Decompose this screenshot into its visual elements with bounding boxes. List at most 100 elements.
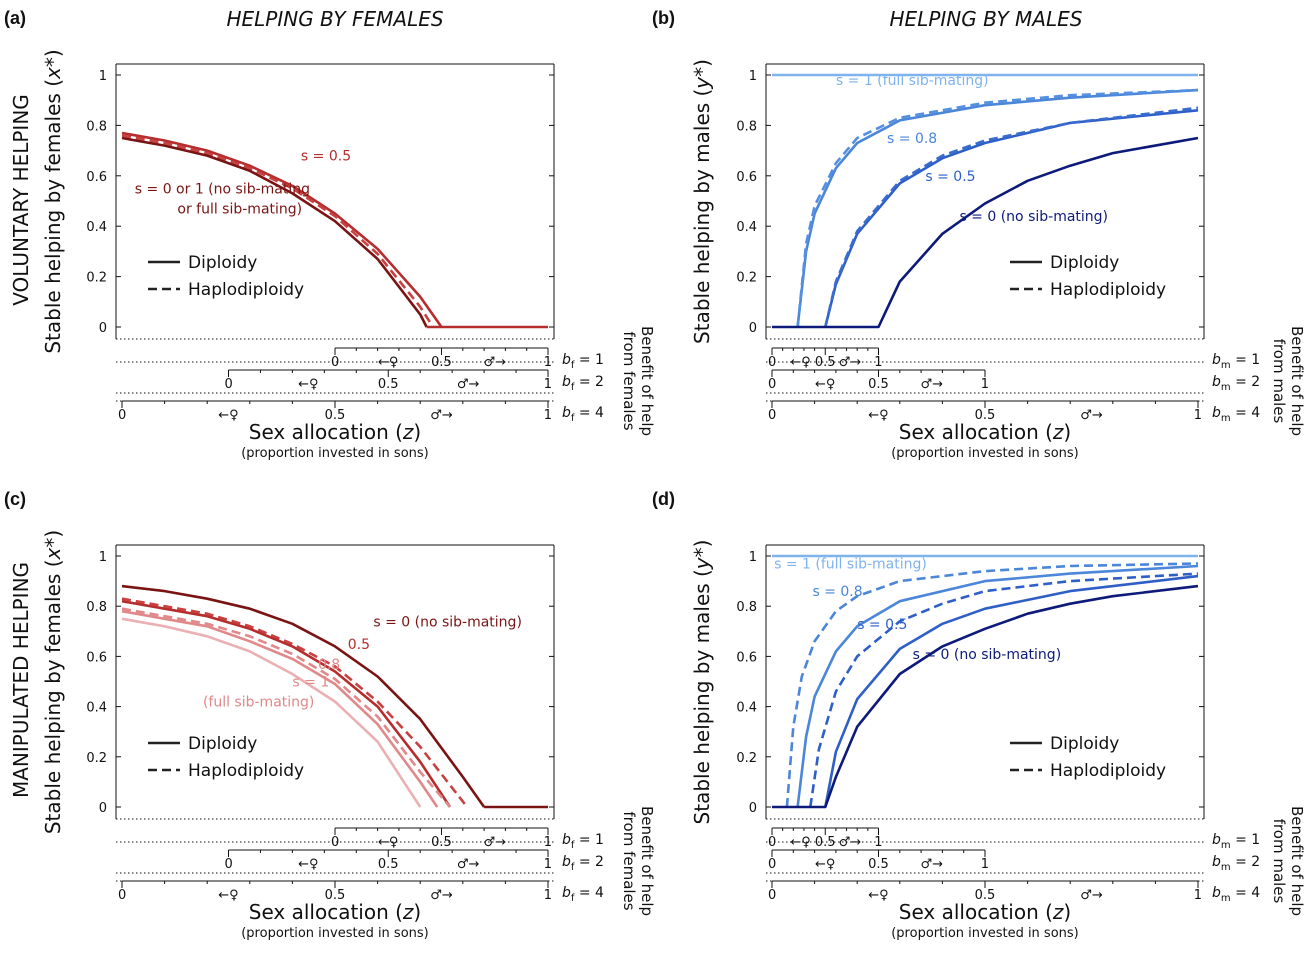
- benefit-tick-label: 1: [544, 888, 552, 903]
- male-arrow: ♂→: [839, 835, 862, 850]
- legend-dashed-label: Haplodiploidy: [1050, 280, 1166, 300]
- series-line-0: [121, 584, 486, 808]
- y-axis-label-main: Stable helping by males (: [690, 89, 714, 344]
- series-annotation: s = 0 or 1 (no sib-mating: [135, 181, 310, 197]
- series-annotation: (full sib-mating): [203, 695, 314, 711]
- y-axis-label-main: Stable helping by females (: [41, 560, 65, 835]
- x-axis-label: Sex allocation (z): [249, 900, 421, 924]
- benefit-tick-label: 0.5: [815, 355, 836, 370]
- benefit-tick-label: 0: [118, 408, 126, 423]
- y-axis-label-var: x*: [41, 57, 65, 80]
- benefit-b-value: = 1: [574, 832, 604, 848]
- y-tick-label: 0: [99, 801, 107, 816]
- y-axis-label: Stable helping by males (y*): [690, 540, 714, 825]
- male-arrow: ♂→: [920, 857, 943, 872]
- y-axis-label-var: y*: [690, 547, 714, 570]
- benefit-b-label: bf = 2: [562, 854, 604, 873]
- benefit-tick-label: 0: [225, 377, 233, 392]
- x-axis-label: Sex allocation (z): [899, 420, 1071, 444]
- female-arrow: ←♀: [815, 377, 835, 392]
- benefit-b-value: = 1: [574, 352, 604, 368]
- male-arrow: ♂→: [457, 377, 480, 392]
- x-axis-label-var: z: [1052, 900, 1064, 924]
- benefit-tick-label: 0: [225, 857, 233, 872]
- series-line-0: [121, 131, 443, 328]
- legend-solid-label: Diploidy: [188, 734, 257, 754]
- benefit-b-value: = 1: [1231, 832, 1261, 848]
- series-annotation: s = 0 (no sib-mating): [959, 209, 1108, 225]
- series-line-1: [121, 599, 452, 808]
- female-arrow: ←♀: [298, 377, 318, 392]
- x-axis-sublabel: (proportion invested in sons): [891, 926, 1079, 941]
- benefit-tick-label: 1: [544, 377, 552, 392]
- benefit-tick-label: 0.5: [975, 408, 996, 423]
- y-axis-label: Stable helping by males (y*): [690, 59, 714, 344]
- benefit-b-value: = 4: [574, 885, 604, 901]
- series-line-3: [809, 572, 1199, 808]
- benefit-tick-label: 0.5: [431, 355, 452, 370]
- series-annotation: s = 1 (full sib-mating): [836, 73, 989, 89]
- benefit-b-subscript: m: [1221, 360, 1231, 371]
- benefit-b-subscript: m: [1221, 862, 1231, 873]
- benefit-b-value: = 2: [574, 374, 604, 390]
- x-axis-label-main: Sex allocation (: [899, 900, 1053, 924]
- y-tick-label: 0.2: [736, 751, 757, 766]
- benefit-b-label: bm = 2: [1212, 374, 1260, 393]
- female-arrow: ←♀: [868, 408, 888, 423]
- y-tick-label: 0: [749, 801, 757, 816]
- benefit-tick-label: 1: [544, 355, 552, 370]
- benefit-b-letter: b: [1212, 854, 1221, 870]
- benefit-b-subscript: f: [571, 840, 575, 851]
- benefit-b-value: = 2: [574, 854, 604, 870]
- male-arrow: ♂→: [920, 377, 943, 392]
- benefit-b-label: bf = 2: [562, 374, 604, 393]
- series-line-1: [121, 134, 435, 328]
- series-annotation: s = 0.5: [857, 617, 907, 633]
- benefit-b-label: bf = 4: [562, 405, 604, 424]
- benefit-b-value: = 2: [1231, 374, 1261, 390]
- benefit-b-label: bf = 1: [562, 352, 604, 371]
- series-line-4: [121, 607, 451, 808]
- y-axis-label-close: ): [41, 530, 65, 538]
- y-axis-label-var: y*: [690, 67, 714, 90]
- series-line-2: [796, 88, 1199, 328]
- benefit-tick-label: 0.5: [868, 377, 889, 392]
- benefit-b-subscript: m: [1221, 382, 1231, 393]
- y-axis-label-main: Stable helping by females (: [41, 79, 65, 354]
- y-tick-label: 0.4: [86, 701, 107, 716]
- x-axis-label-main: Sex allocation (: [899, 420, 1053, 444]
- legend-solid-label: Diploidy: [1050, 253, 1119, 273]
- y-tick-label: 0.2: [86, 271, 107, 286]
- y-tick-label: 0.6: [736, 170, 757, 185]
- female-arrow: ←♀: [790, 355, 810, 370]
- y-tick-label: 0.4: [736, 220, 757, 235]
- benefit-b-subscript: f: [571, 413, 575, 424]
- benefit-b-label: bm = 1: [1212, 832, 1260, 851]
- benefit-b-label: bf = 4: [562, 885, 604, 904]
- y-tick-label: 0.8: [86, 119, 107, 134]
- benefit-b-label: bf = 1: [562, 832, 604, 851]
- y-tick-label: 0.8: [86, 600, 107, 615]
- male-arrow: ♂→: [1080, 888, 1103, 903]
- benefit-b-letter: b: [562, 832, 571, 848]
- benefit-side-label-1: Benefit of help: [638, 326, 656, 436]
- benefit-side-label-2: from females: [620, 811, 638, 910]
- benefit-tick-label: 0: [768, 888, 776, 903]
- female-arrow: ←♀: [218, 888, 238, 903]
- x-axis-label-main: Sex allocation (: [249, 420, 403, 444]
- y-tick-label: 1: [749, 69, 757, 84]
- y-axis-label: Stable helping by females (x*): [41, 530, 65, 834]
- benefit-b-letter: b: [562, 352, 571, 368]
- benefit-b-letter: b: [1212, 374, 1221, 390]
- female-arrow: ←♀: [815, 857, 835, 872]
- row-head-voluntary: VOLUNTARY HELPING: [9, 94, 33, 306]
- male-arrow: ♂→: [430, 408, 453, 423]
- benefit-tick-label: 0: [768, 377, 776, 392]
- x-axis-label-close: ): [413, 420, 421, 444]
- benefit-b-value: = 4: [574, 405, 604, 421]
- legend-dashed-label: Haplodiploidy: [188, 280, 304, 300]
- benefit-tick-label: 0.5: [325, 408, 346, 423]
- legend-dashed-label: Haplodiploidy: [1050, 761, 1166, 781]
- panel-label: (b): [652, 8, 675, 28]
- series-annotation: s = 1 (full sib-mating): [774, 557, 927, 573]
